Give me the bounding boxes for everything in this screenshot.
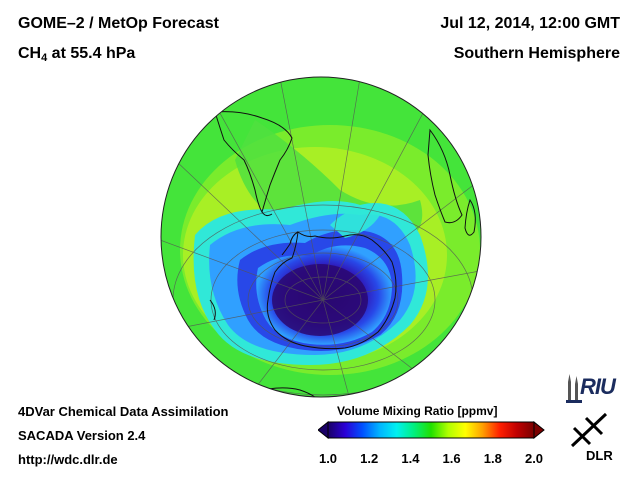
colorbar-tick-label: 1.4 — [401, 451, 420, 466]
dlr-logo: DLR — [562, 410, 626, 470]
colorbar-tick-label: 1.6 — [442, 451, 461, 466]
colorbar-tick-label: 1.8 — [483, 451, 502, 466]
cathedral-icon — [566, 374, 582, 403]
colorbar-tick-label: 1.2 — [360, 451, 379, 466]
region-label: Southern Hemisphere — [453, 45, 620, 62]
species-label: CH4 at 55.4 hPa — [18, 45, 136, 64]
globe-outline — [160, 76, 482, 398]
colorbar-tick-label: 1.0 — [318, 451, 338, 466]
footer-line-1: 4DVar Chemical Data Assimilation — [18, 404, 229, 419]
datetime-label: Jul 12, 2014, 12:00 GMT — [440, 15, 620, 32]
colorbar — [318, 420, 545, 440]
footer-url: http://wdc.dlr.de — [18, 452, 118, 467]
colorbar-tick-label: 2.0 — [524, 451, 544, 466]
dlr-icon — [570, 412, 608, 448]
plot-title: GOME–2 / MetOp Forecast — [18, 15, 219, 32]
footer-line-2: SACADA Version 2.4 — [18, 428, 146, 443]
colorbar-under-arrow — [318, 420, 329, 440]
riu-logo: RIU — [566, 372, 630, 406]
colorbar-over-arrow — [533, 420, 545, 440]
colorbar-title: Volume Mixing Ratio [ppmv] — [337, 404, 498, 418]
colorbar-gradient — [327, 421, 535, 439]
